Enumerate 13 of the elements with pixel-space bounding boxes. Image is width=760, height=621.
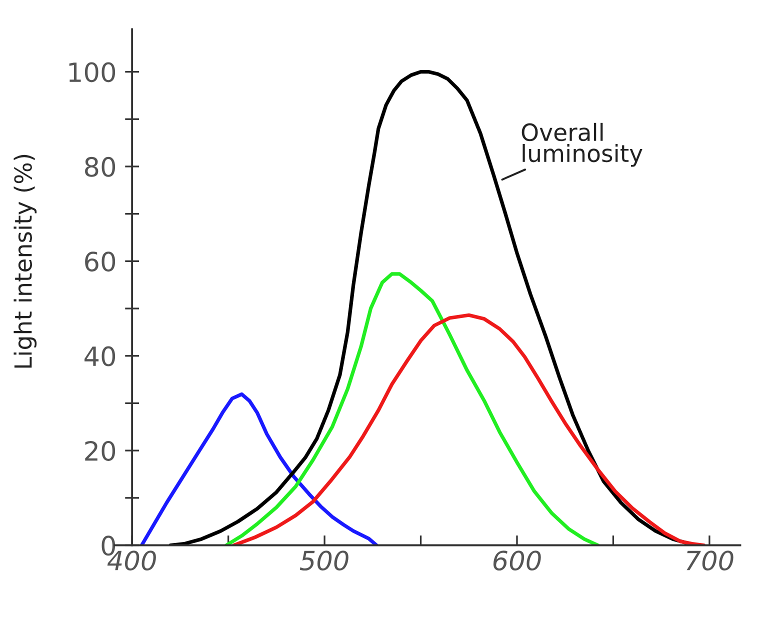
- line-series: [232, 313, 706, 546]
- y-tick-label: 40: [84, 346, 116, 366]
- y-tick-label: 60: [85, 252, 116, 272]
- line-series: [224, 272, 600, 546]
- y-tick-label: 20: [85, 440, 116, 461]
- y-axis-title: Light intensity (%): [14, 154, 37, 368]
- x-tick-label: 600: [493, 550, 541, 571]
- y-tick-label: 80: [85, 156, 116, 177]
- x-tick-label: 500: [300, 550, 348, 571]
- line-series: [140, 392, 378, 546]
- annotation: Overall luminosity: [522, 122, 642, 167]
- y-tick-label: 100: [69, 62, 116, 82]
- x-tick-label: 700: [686, 550, 734, 571]
